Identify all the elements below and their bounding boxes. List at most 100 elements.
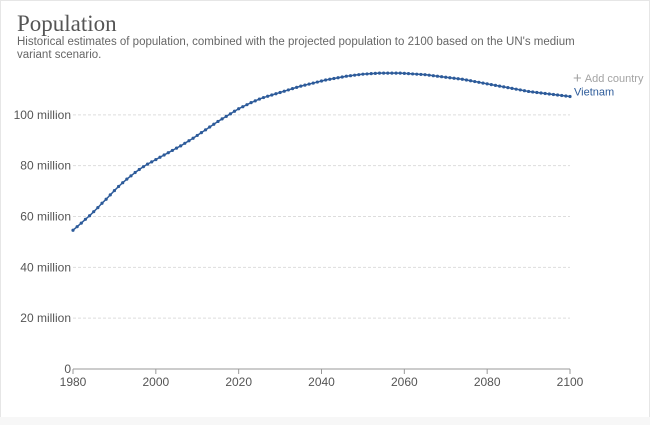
data-point xyxy=(319,79,324,83)
data-point xyxy=(150,160,154,164)
data-point xyxy=(460,77,464,81)
data-point xyxy=(129,174,133,178)
data-point xyxy=(125,177,129,181)
data-point xyxy=(448,76,452,80)
data-point xyxy=(220,117,224,121)
data-point xyxy=(286,88,290,92)
data-point xyxy=(154,157,158,162)
data-point xyxy=(373,71,377,76)
data-point xyxy=(79,221,83,225)
data-point xyxy=(427,73,431,77)
data-point xyxy=(162,153,166,157)
data-point xyxy=(560,93,564,98)
data-point xyxy=(502,85,506,89)
data-point xyxy=(295,85,299,89)
data-point xyxy=(179,144,183,148)
y-tick-label: 40 million xyxy=(20,260,71,274)
data-point xyxy=(253,99,257,103)
data-point xyxy=(145,162,150,166)
data-point xyxy=(473,79,477,84)
data-point xyxy=(199,131,203,135)
add-country-label: Add country xyxy=(584,73,644,85)
data-point xyxy=(282,89,286,93)
data-point xyxy=(324,78,328,82)
data-point xyxy=(481,81,485,85)
data-point xyxy=(440,75,444,79)
data-point xyxy=(514,87,518,91)
data-point xyxy=(195,133,199,138)
data-point xyxy=(382,71,386,75)
data-point xyxy=(415,72,419,76)
x-tick-label: 2080 xyxy=(474,375,501,389)
data-point xyxy=(299,84,303,88)
data-point xyxy=(340,75,344,79)
data-point xyxy=(104,197,108,201)
data-point xyxy=(315,80,319,84)
data-point xyxy=(568,94,572,99)
x-tick-label: 1980 xyxy=(60,375,87,389)
y-tick-label: 0 xyxy=(64,362,71,376)
data-point xyxy=(311,81,315,85)
data-point xyxy=(116,184,121,189)
add-country-button[interactable]: + Add country xyxy=(573,71,644,86)
data-point xyxy=(485,82,489,86)
data-point xyxy=(141,165,146,169)
data-point xyxy=(444,75,448,79)
data-point xyxy=(353,73,357,77)
data-point xyxy=(522,89,527,93)
x-tick-label: 2100 xyxy=(557,375,584,389)
y-tick-label: 100 million xyxy=(14,108,71,122)
y-tick-label: 20 million xyxy=(20,311,71,325)
footer-strip xyxy=(0,417,650,425)
data-point xyxy=(232,109,237,113)
data-point xyxy=(456,77,460,81)
y-tick-label: 80 million xyxy=(20,159,71,173)
data-point xyxy=(166,151,170,155)
data-point xyxy=(344,74,348,78)
data-point xyxy=(303,83,307,87)
data-point xyxy=(526,89,531,94)
data-point xyxy=(431,74,435,78)
data-point xyxy=(365,72,369,76)
data-point xyxy=(543,91,547,96)
data-point xyxy=(531,90,535,94)
data-point xyxy=(419,72,423,77)
data-point xyxy=(92,210,96,214)
data-point xyxy=(249,101,253,105)
data-point xyxy=(87,214,92,218)
data-point xyxy=(257,97,261,101)
data-point xyxy=(224,114,228,118)
data-point xyxy=(377,71,382,75)
series-line-vietnam xyxy=(72,72,571,231)
x-tick-label: 2020 xyxy=(225,375,252,389)
data-point xyxy=(187,139,191,143)
data-point xyxy=(191,136,195,140)
data-point xyxy=(336,76,340,80)
data-point xyxy=(266,94,270,98)
data-point xyxy=(551,92,556,97)
data-point xyxy=(547,92,551,96)
data-point xyxy=(208,125,212,129)
data-point xyxy=(555,93,560,97)
data-point xyxy=(357,73,361,77)
data-point xyxy=(406,72,411,76)
data-point xyxy=(241,105,245,109)
series-end-label: Vietnam xyxy=(574,87,614,99)
data-point xyxy=(493,83,498,87)
data-point xyxy=(564,94,568,98)
data-point xyxy=(452,76,456,80)
data-point xyxy=(369,72,373,76)
data-point xyxy=(390,71,394,75)
data-point xyxy=(112,188,117,193)
data-point xyxy=(183,141,187,145)
data-point xyxy=(489,82,493,87)
data-point xyxy=(270,93,274,97)
data-point xyxy=(506,86,510,90)
data-point xyxy=(121,181,125,185)
data-point xyxy=(518,88,522,92)
data-point xyxy=(133,170,137,175)
data-point xyxy=(261,95,266,100)
data-point xyxy=(464,78,469,82)
data-point xyxy=(212,122,216,126)
